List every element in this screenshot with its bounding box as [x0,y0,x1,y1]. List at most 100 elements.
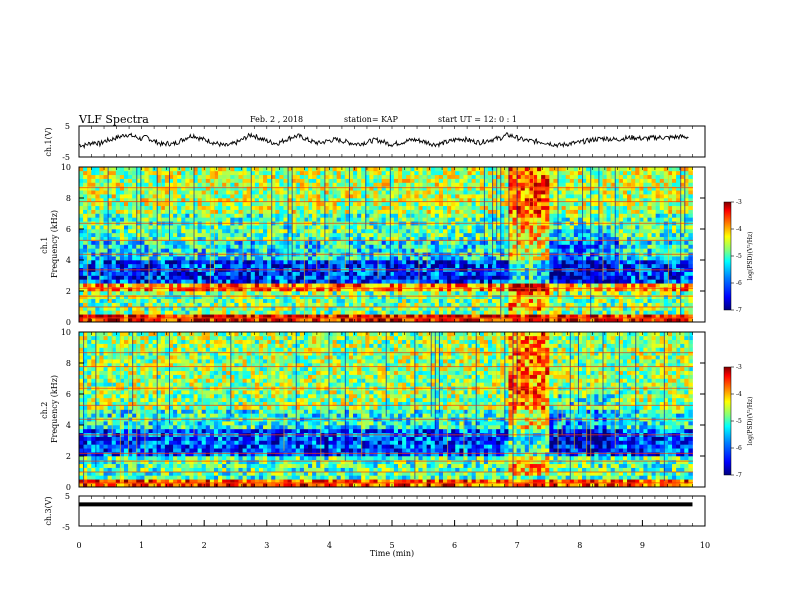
spectrogram-cell [353,256,358,261]
spectrogram-cell [332,306,338,311]
spectrogram-cell [156,260,162,265]
spectrogram-cell [426,194,432,199]
spectrogram-cell [377,232,383,238]
spectrogram-cell [197,310,203,315]
spectrogram-cell [332,182,338,187]
spectrogram-cell [119,174,125,179]
spectrogram-cell [393,283,399,288]
spectrogram-cell [152,174,158,179]
spectrogram-cell [115,275,121,280]
spectrogram-cell [238,240,243,245]
spectrogram-cell [254,213,260,218]
spectrogram-cell [87,225,92,230]
spectrogram-cell [258,318,264,322]
spectrogram-cell [332,201,338,207]
spectrogram-cell [373,174,378,179]
spectrogram-cell [553,190,558,195]
spectrogram-cell [99,240,104,245]
spectrogram-cell [91,201,96,207]
spectrogram-cell [128,263,133,269]
spectrogram-cell [185,256,190,261]
spectrogram-cell [336,275,342,280]
spectrogram-cell [250,275,256,280]
spectrogram-cell [152,217,158,222]
spectrogram-cell [541,260,546,265]
spectrogram-cell [299,291,305,296]
spectrogram-cell [492,232,497,238]
spectrogram-cell [87,302,92,307]
spectrogram-cell [532,182,538,187]
spectrogram-cell [295,287,301,292]
spectrogram-cell [299,256,305,261]
spectrogram-cell [250,294,256,300]
spectrogram-cell [532,217,538,222]
spectrogram-cell [91,271,96,276]
spectrogram-cell [471,213,477,218]
spectrogram-cell [402,287,407,292]
spectrogram-cell [177,182,182,187]
spectrogram-cell [83,232,88,238]
spectrogram-cell [132,240,137,245]
spectrogram-cell [95,232,100,238]
spectrogram-cell [160,279,166,284]
spectrogram-cell [520,314,526,319]
spectrogram-cell [275,310,280,315]
spectrogram-cell [528,314,534,319]
spectrogram-cell [541,190,546,195]
spectrogram-cell [361,209,366,214]
spectrogram-cell [312,178,317,183]
spectrogram-cell [418,302,423,307]
spectrogram-cell [238,217,243,222]
spectrogram-cell [103,225,109,230]
spectrogram-cell [434,263,440,269]
spectrogram-cell [238,205,243,210]
spectrogram-cell [410,287,415,292]
spectrogram-cell [189,310,194,315]
spectrogram-cell [115,291,121,296]
spectrogram-cell [103,167,109,172]
spectrogram-cell [447,314,452,319]
spectrogram-cell [344,306,350,311]
spectrogram-cell [422,240,428,245]
spectrogram-cell [234,201,239,207]
spectrogram-cell [181,287,186,292]
spectrogram-cell [95,298,100,303]
spectrogram-cell [492,236,497,241]
spectrogram-cell [520,236,526,241]
spectrogram-cell [479,232,485,238]
spectrogram-cell [291,244,297,249]
spectrogram-cell [111,190,117,195]
spectrogram-cell [316,182,321,187]
spectrogram-cell [365,178,370,183]
spectrogram-cell [197,283,203,288]
spectrogram-cell [500,248,505,253]
spectrogram-cell [508,294,513,300]
spectrogram-cell [201,232,207,238]
spectrogram-cell [512,240,518,245]
spectrogram-cell [99,310,104,315]
spectrogram-cell [168,302,174,307]
spectrogram-cell [438,170,444,176]
spectrogram-cell [471,248,477,253]
spectrogram-cell [303,291,309,296]
spectrogram-cell [279,318,284,322]
spectrogram-cell [344,198,350,203]
spectrogram-cell [528,217,534,222]
spectrogram-cell [471,167,477,172]
spectrogram-cell [209,190,215,195]
spectrogram-cell [541,201,546,207]
spectrogram-cell [471,271,477,276]
spectrogram-cell [348,260,354,265]
spectrogram-cell [504,294,509,300]
spectrogram-cell [553,240,558,245]
spectrogram-cell [87,314,92,319]
spectrogram-cell [246,244,252,249]
spectrogram-cell [410,170,415,176]
spectrogram-cell [258,302,264,307]
spectrogram-cell [320,170,325,176]
spectrogram-cell [537,213,542,218]
spectrogram-cell [467,213,473,218]
spectrogram-cell [524,260,530,265]
spectrogram-cell [381,232,387,238]
